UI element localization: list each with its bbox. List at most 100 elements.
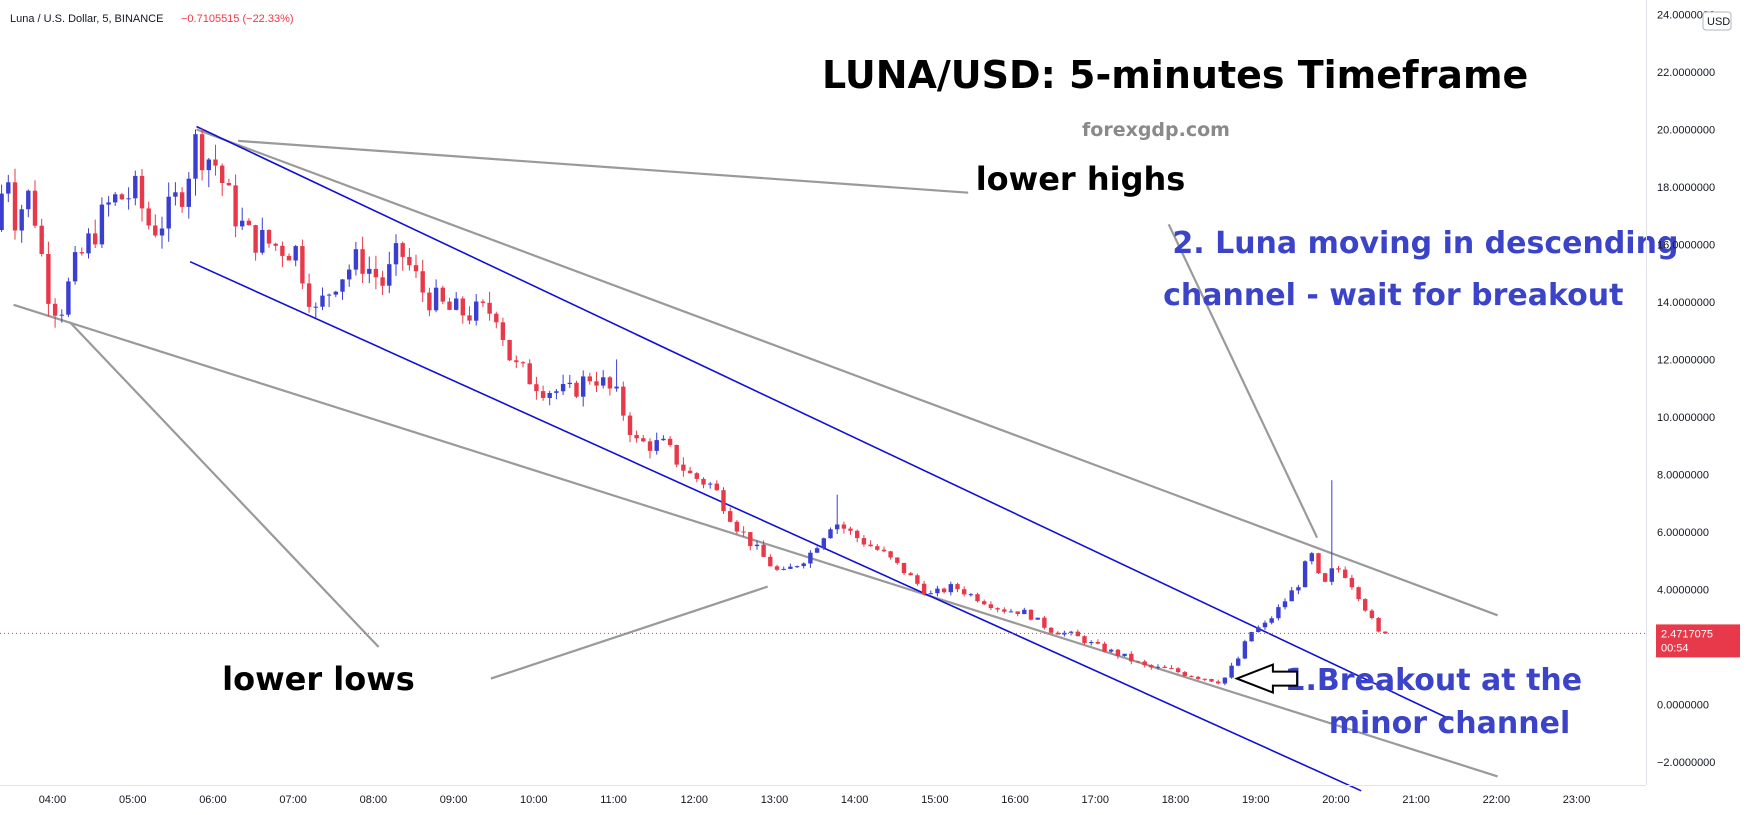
candle-body [153,225,158,236]
candle-body [935,588,940,594]
x-tick-label: 16:00 [1001,794,1029,806]
candle-body [1169,668,1174,670]
candle-body [921,583,927,594]
x-tick-label: 10:00 [520,794,548,806]
lower-trendline [13,303,1498,778]
candle-body [1028,609,1034,620]
candle-body [540,391,546,398]
candle-body [888,551,893,558]
candle-body [220,165,225,183]
x-tick-label: 06:00 [199,794,227,806]
x-tick-label: 11:00 [600,794,627,806]
candle-body [246,220,252,226]
candle-body [534,384,539,392]
candle-body [1095,642,1101,644]
candle-body [474,301,479,321]
y-tick-label: 0.0000000 [1657,700,1709,712]
time-axis[interactable]: 04:00 05:00 06:00 07:00 08:00 09:00 10:00 11:00… [39,794,1591,806]
candle-body [567,382,572,384]
candle-body [654,440,659,451]
candle-body [761,544,766,557]
x-tick-label: 09:00 [440,794,468,806]
candle-body [507,340,512,361]
candle-body [527,363,532,385]
x-tick-label: 22:00 [1483,794,1511,806]
x-tick-label: 15:00 [921,794,949,806]
candle-body [995,608,1000,610]
candle-body [460,298,465,316]
x-tick-label: 19:00 [1242,794,1270,806]
chart-title: LUNA/USD: 5-minutes Timeframe [822,53,1528,97]
candle-body [554,391,559,393]
candle-body [1376,618,1381,632]
candle-body [560,384,566,392]
candle-body [1042,617,1047,628]
candle-body [1282,601,1288,608]
candle-body [447,301,452,310]
candle-body [681,464,686,471]
candle-body [721,490,726,512]
x-tick-label: 13:00 [761,794,789,806]
candle-body [1369,610,1375,618]
price-axis[interactable]: 24.0000000 22.0000000 20.0000000 18.0000000… [1657,9,1715,769]
candle-body [520,362,526,364]
candle-body [1302,561,1308,588]
candle-body [1082,636,1087,644]
candle-body [179,192,185,207]
candle-body [794,566,800,568]
candle-body [714,483,719,491]
candle-body [1343,569,1348,578]
candle-body [514,360,519,363]
lower-highs-pointer-2 [1167,223,1319,539]
candle-body [661,438,666,441]
candle-body [1122,653,1127,656]
candle-body [206,159,211,171]
candle-body [1289,590,1294,602]
candle-body [1142,661,1147,666]
candle-body [1195,676,1201,679]
candles [0,127,1388,686]
y-tick-label: −2.0000000 [1657,757,1715,769]
candle-body [353,249,359,270]
candle-body [1115,649,1121,656]
currency-badge-box[interactable] [1702,11,1732,31]
candle-body [1008,611,1014,613]
x-tick-label: 23:00 [1563,794,1591,806]
candle-body [634,435,639,439]
candle-body [19,209,24,231]
candle-body [1256,627,1261,632]
candle-body [962,589,967,595]
candle-body [1242,641,1248,659]
candle-body [86,233,91,254]
candle-body [1222,677,1228,684]
currency-badge[interactable]: USD [1707,16,1730,28]
y-tick-label: 12.0000000 [1657,354,1715,366]
candle-body [768,556,773,567]
candle-body [1322,573,1328,582]
candle-body [280,245,285,256]
x-tick-label: 21:00 [1402,794,1430,806]
candle-body [487,302,492,314]
candle-body [186,178,191,207]
candle-body [46,254,51,304]
candle-body [39,225,44,254]
candle-body [1102,643,1107,652]
candle-body [72,252,78,282]
candle-body [467,315,472,321]
x-tick-label: 08:00 [360,794,388,806]
breakout-arrow [1234,663,1299,695]
candle-body [1055,632,1060,635]
y-tick-label: 4.0000000 [1657,585,1709,597]
candle-body [1229,665,1234,678]
candle-body [433,287,439,311]
y-tick-label: 22.0000000 [1657,67,1715,79]
candle-body [226,183,232,186]
candle-body [146,208,151,226]
y-tick-label: 10.0000000 [1657,412,1715,424]
candle-body [1329,568,1334,582]
candle-body [1349,577,1355,588]
candle-body [694,473,699,479]
candle-body [1262,622,1268,628]
candle-body [1209,679,1214,682]
